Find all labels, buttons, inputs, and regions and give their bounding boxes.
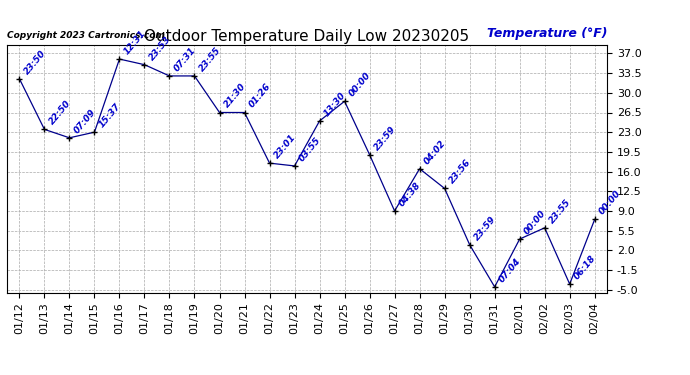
Text: 23:53: 23:53 (147, 34, 172, 62)
Text: 00:00: 00:00 (598, 189, 623, 217)
Text: 23:56: 23:56 (447, 158, 473, 186)
Text: 23:59: 23:59 (473, 214, 497, 242)
Text: 23:01: 23:01 (273, 133, 297, 160)
Text: 07:04: 07:04 (497, 256, 523, 284)
Text: 04:38: 04:38 (397, 180, 423, 208)
Text: 00:00: 00:00 (347, 71, 373, 99)
Text: 23:55: 23:55 (197, 45, 223, 73)
Text: 13:30: 13:30 (322, 90, 348, 118)
Text: 21:30: 21:30 (222, 82, 248, 110)
Text: 23:59: 23:59 (373, 124, 397, 152)
Text: 22:50: 22:50 (47, 99, 72, 127)
Title: Outdoor Temperature Daily Low 20230205: Outdoor Temperature Daily Low 20230205 (144, 29, 470, 44)
Text: 15:37: 15:37 (97, 102, 123, 129)
Text: 07:09: 07:09 (72, 107, 97, 135)
Text: 23:55: 23:55 (547, 197, 573, 225)
Text: 12:31: 12:31 (122, 28, 148, 56)
Text: 07:31: 07:31 (172, 45, 197, 73)
Text: Temperature (°F): Temperature (°F) (486, 27, 607, 40)
Text: 06:18: 06:18 (573, 254, 598, 281)
Text: 01:26: 01:26 (247, 82, 273, 110)
Text: 00:00: 00:00 (522, 209, 548, 236)
Text: 04:02: 04:02 (422, 138, 448, 166)
Text: 23:50: 23:50 (22, 48, 48, 76)
Text: 03:55: 03:55 (297, 135, 323, 163)
Text: Copyright 2023 Cartronics.com: Copyright 2023 Cartronics.com (7, 31, 165, 40)
